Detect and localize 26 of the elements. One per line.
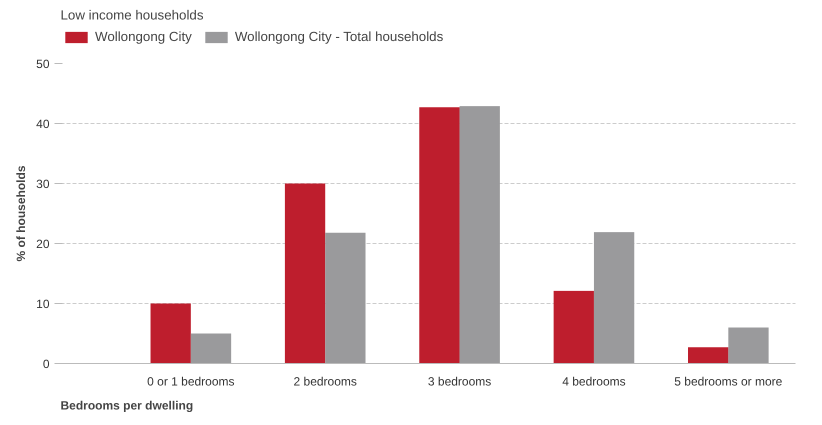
bar [419, 107, 460, 364]
legend-label: Wollongong City [95, 29, 192, 44]
y-tick-label: 0 [42, 357, 50, 371]
chart-title: Low income households [60, 8, 204, 22]
y-tick-label: 10 [36, 297, 50, 311]
x-tick-label: 5 bedrooms or more [674, 374, 783, 388]
x-tick-label: 4 bedrooms [562, 374, 626, 388]
bar [554, 290, 594, 364]
x-tick-label: 2 bedrooms [294, 374, 357, 388]
bar [728, 328, 769, 364]
y-tick-label: 40 [36, 117, 50, 131]
legend-label: Wollongong City - Total households [234, 29, 444, 44]
bar [325, 232, 366, 364]
x-tick-label: 0 or 1 bedrooms [147, 374, 235, 388]
bar [150, 304, 191, 364]
bar [688, 347, 728, 364]
y-tick-label: 30 [36, 177, 50, 191]
bar [284, 184, 326, 364]
y-axis-title: % of households [14, 165, 28, 262]
x-tick-label: 3 bedrooms [428, 374, 492, 388]
bar [190, 334, 232, 364]
y-tick-label: 20 [36, 237, 50, 251]
bar [594, 232, 634, 364]
y-tick-label: 50 [36, 57, 50, 71]
x-axis-title: Bedrooms per dwelling [60, 398, 194, 412]
bar [460, 106, 500, 364]
